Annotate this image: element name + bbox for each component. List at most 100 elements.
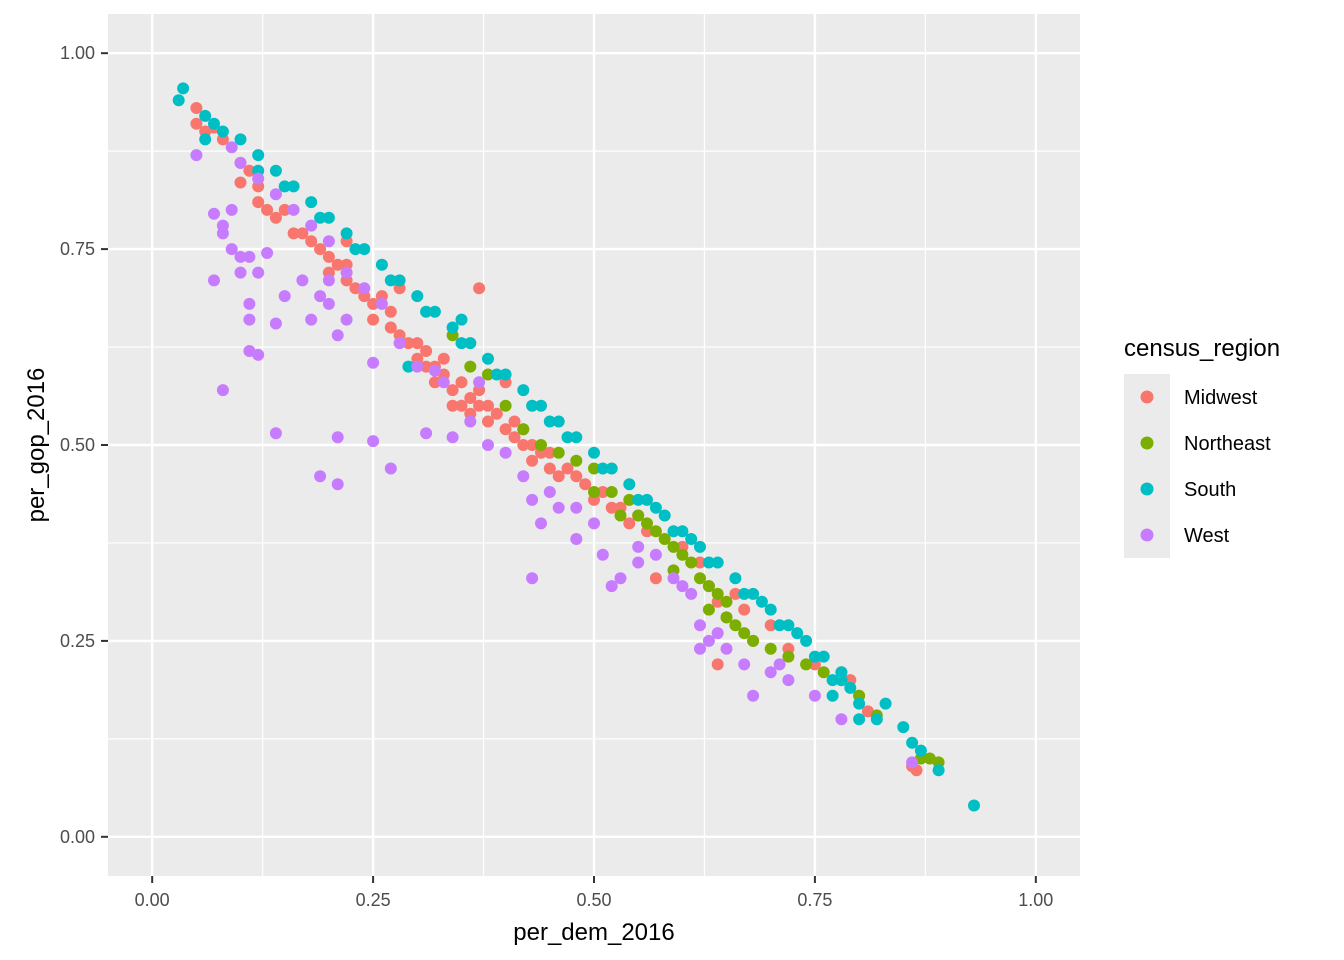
point-west [384,462,397,475]
point-northeast [464,360,477,373]
y-tick-label: 0.00 [60,827,95,847]
point-west [473,376,486,389]
point-west [305,313,318,326]
y-tick-label: 0.50 [60,435,95,455]
point-west [906,756,919,769]
point-south [906,736,919,749]
point-south [914,744,927,757]
point-west [649,548,662,561]
point-northeast [535,439,547,451]
point-west [773,658,786,671]
y-tick-label: 0.75 [60,239,95,259]
point-south [287,180,300,193]
point-west [216,384,229,397]
point-midwest [649,572,662,585]
point-west [393,337,406,350]
x-tick-label: 0.25 [356,890,391,910]
point-west [234,266,247,279]
point-south [702,556,715,569]
data-points [172,82,980,812]
legend-label-south: South [1184,479,1236,501]
point-west [261,247,274,259]
x-tick-label: 0.00 [135,890,170,910]
point-northeast [623,493,636,506]
point-south [853,713,866,726]
point-midwest [694,556,706,569]
point-midwest [729,587,742,600]
point-south [278,180,291,193]
point-northeast [764,642,777,655]
point-west [269,427,282,440]
point-west [632,540,645,553]
point-west [552,501,565,514]
point-west [596,548,609,561]
point-midwest [367,313,380,326]
y-axis-title: per_gop_2016 [23,368,50,523]
point-south [676,525,689,538]
point-west [269,317,282,330]
point-northeast [667,540,680,553]
point-midwest [508,431,521,444]
x-axis-title: per_dem_2016 [513,919,674,946]
point-south [340,227,353,240]
point-west [216,219,229,232]
point-west [411,360,424,373]
point-northeast [614,509,627,522]
point-west [632,556,645,569]
point-south [826,689,839,702]
point-west [252,348,265,361]
point-midwest [623,517,636,530]
point-midwest [367,297,380,310]
point-midwest [190,102,203,114]
point-west [225,141,238,154]
point-west [437,376,450,389]
point-midwest [526,454,539,467]
point-south [764,603,777,616]
point-west [331,478,344,491]
point-west [720,642,733,655]
point-south [844,681,857,694]
point-west [367,356,380,369]
point-south [208,117,220,130]
legend-keys-background [1124,374,1170,558]
point-midwest [446,384,459,397]
point-south [561,431,574,444]
point-northeast [747,634,760,647]
point-northeast [694,572,706,585]
point-south [632,493,645,506]
point-northeast [720,611,733,624]
point-south [747,587,760,600]
point-south [234,133,247,146]
point-west [358,282,371,295]
point-south [667,525,680,538]
point-south [499,368,512,381]
point-midwest [428,376,441,389]
point-northeast [729,619,742,632]
point-midwest [269,211,282,224]
point-west [747,689,760,702]
point-south [879,697,892,710]
point-south [605,462,618,475]
point-west [464,415,477,428]
point-northeast [720,595,733,608]
point-south [738,587,751,600]
x-tick-label: 1.00 [1018,890,1053,910]
point-midwest [322,250,335,263]
point-south [358,243,371,256]
point-south [322,211,335,224]
point-west [375,297,388,310]
legend: census_region Midwest Northeast South West [1124,335,1280,558]
point-northeast [517,423,530,436]
y-axis: 0.00 0.25 0.50 0.75 1.00 [60,43,108,847]
legend-label-northeast: Northeast [1184,433,1271,455]
point-west [287,203,300,216]
point-northeast [702,580,715,593]
point-midwest [570,470,583,483]
legend-title: census_region [1124,335,1280,362]
point-west [543,486,556,498]
point-midwest [499,423,512,436]
point-south [216,125,229,138]
point-south [446,321,459,334]
point-west [446,431,459,444]
